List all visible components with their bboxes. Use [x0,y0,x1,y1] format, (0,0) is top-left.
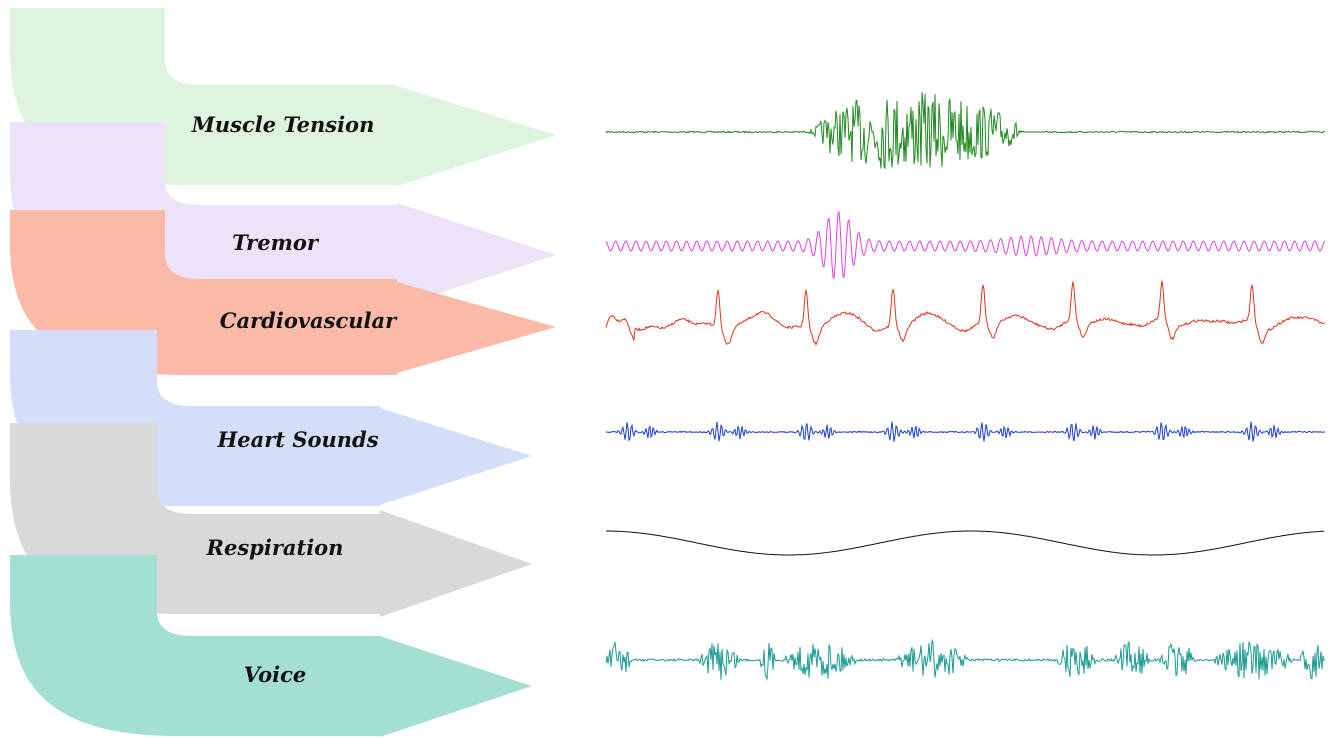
arrow-voice: Voice [10,555,532,737]
label-voice: Voice [244,662,307,687]
label-tremor: Tremor [232,230,320,255]
signal-arrows: Muscle Tension Tremor Cardiovascular Hea… [10,8,556,737]
label-cardiovascular: Cardiovascular [220,308,398,333]
label-respiration: Respiration [206,535,344,560]
waveform-respiration [606,530,1324,556]
label-muscle-tension: Muscle Tension [191,112,375,137]
waveform-heart-sounds [605,421,1326,442]
waveform-voice [605,638,1325,680]
waveform-cardiovascular [605,280,1325,346]
waveform-tremor [605,210,1326,280]
label-heart-sounds: Heart Sounds [216,427,378,452]
waveform-muscle-tension [605,92,1326,170]
